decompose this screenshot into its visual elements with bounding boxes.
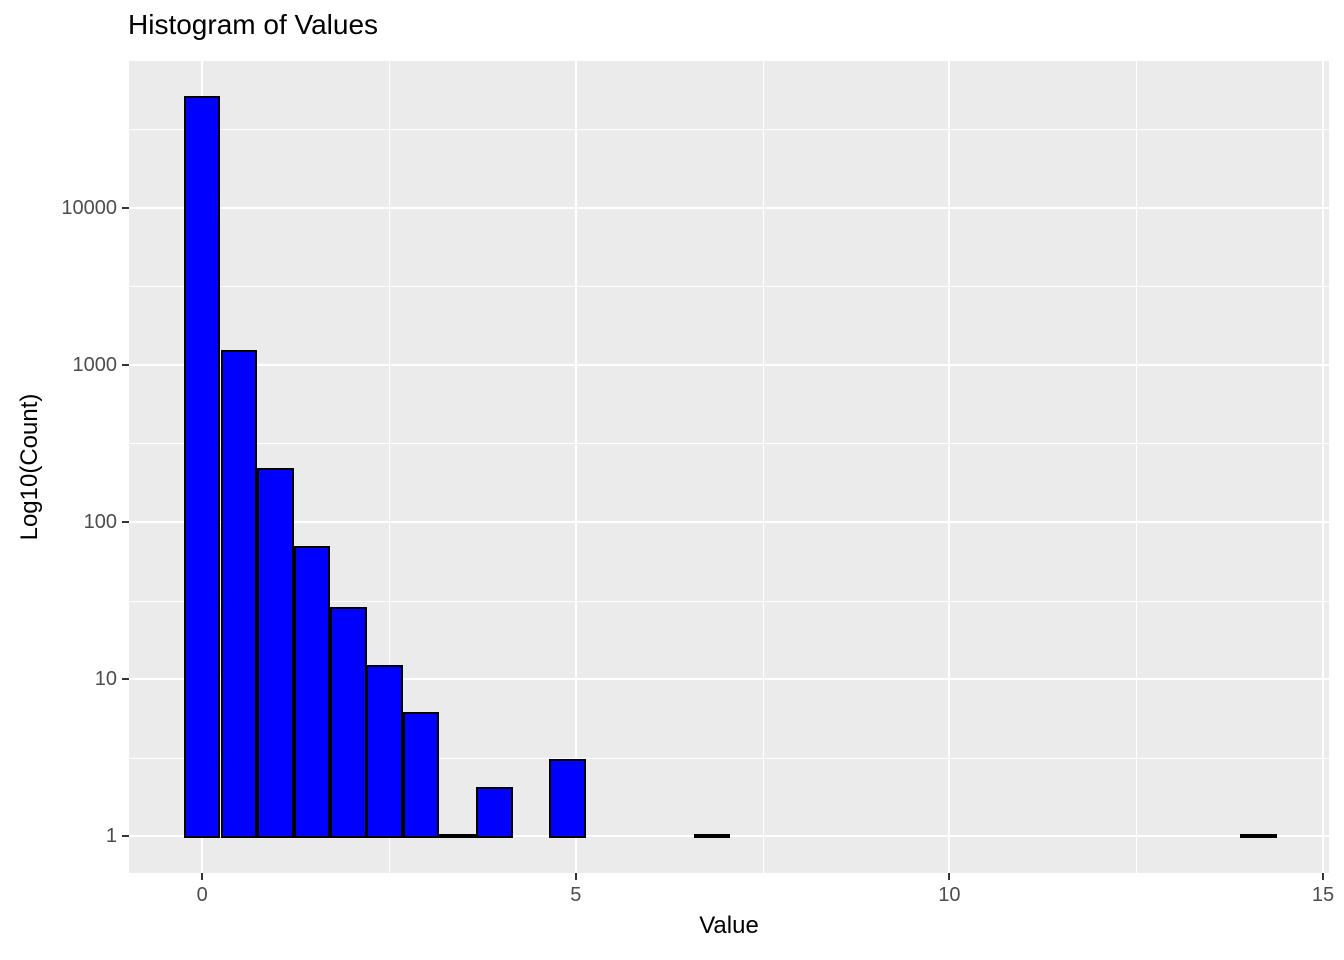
y-axis-tick	[122, 206, 129, 209]
chart-title: Histogram of Values	[128, 9, 379, 40]
y-axis-tick-label: 1	[105, 825, 117, 848]
minor-gridline-y	[129, 443, 1329, 445]
x-axis-title: Value	[699, 912, 759, 939]
histogram-bar	[1240, 834, 1278, 839]
minor-gridline-y	[129, 129, 1329, 131]
major-gridline-y	[129, 678, 1329, 681]
y-axis-tick-label: 10000	[61, 196, 117, 219]
x-axis-tick	[1322, 873, 1325, 880]
histogram-bar	[257, 467, 294, 839]
y-axis-tick	[122, 678, 129, 681]
major-gridline-x	[574, 61, 577, 873]
x-axis-tick-label: 15	[1311, 884, 1335, 906]
histogram-bar	[549, 759, 586, 839]
y-axis-tick-label: 10	[94, 668, 117, 691]
major-gridline-y	[129, 206, 1329, 209]
y-axis-tick-label: 1000	[72, 353, 118, 376]
minor-gridline-y	[129, 757, 1329, 759]
x-axis-tick	[201, 873, 204, 880]
minor-gridline-x	[762, 61, 764, 873]
minor-gridline-x	[389, 61, 391, 873]
minor-gridline-x	[1136, 61, 1138, 873]
major-gridline-x	[948, 61, 951, 873]
x-axis-tick-label: 5	[570, 884, 582, 906]
y-axis-tick-label: 100	[83, 510, 117, 533]
plot-panel	[129, 61, 1329, 873]
y-axis-tick	[122, 520, 129, 523]
histogram-bar	[330, 606, 367, 839]
x-axis-tick-label: 0	[196, 884, 208, 906]
histogram-bar	[293, 546, 331, 839]
x-axis-tick-label: 10	[938, 884, 961, 906]
x-axis-tick	[948, 873, 951, 880]
histogram-bar	[439, 834, 477, 839]
histogram-bar	[693, 834, 731, 839]
major-gridline-x	[1322, 61, 1325, 873]
histogram-bar	[476, 786, 513, 839]
major-gridline-y	[129, 520, 1329, 523]
histogram-bar	[366, 664, 403, 839]
minor-gridline-y	[129, 600, 1329, 602]
x-axis-tick	[574, 873, 577, 880]
y-axis-tick	[122, 835, 129, 838]
major-gridline-y	[129, 363, 1329, 366]
y-axis-title: Log10(Count)	[16, 393, 43, 541]
y-axis-tick	[122, 363, 129, 366]
histogram-bar	[220, 350, 258, 839]
minor-gridline-y	[129, 286, 1329, 288]
histogram-bar	[402, 711, 440, 839]
histogram-bar	[183, 96, 221, 839]
